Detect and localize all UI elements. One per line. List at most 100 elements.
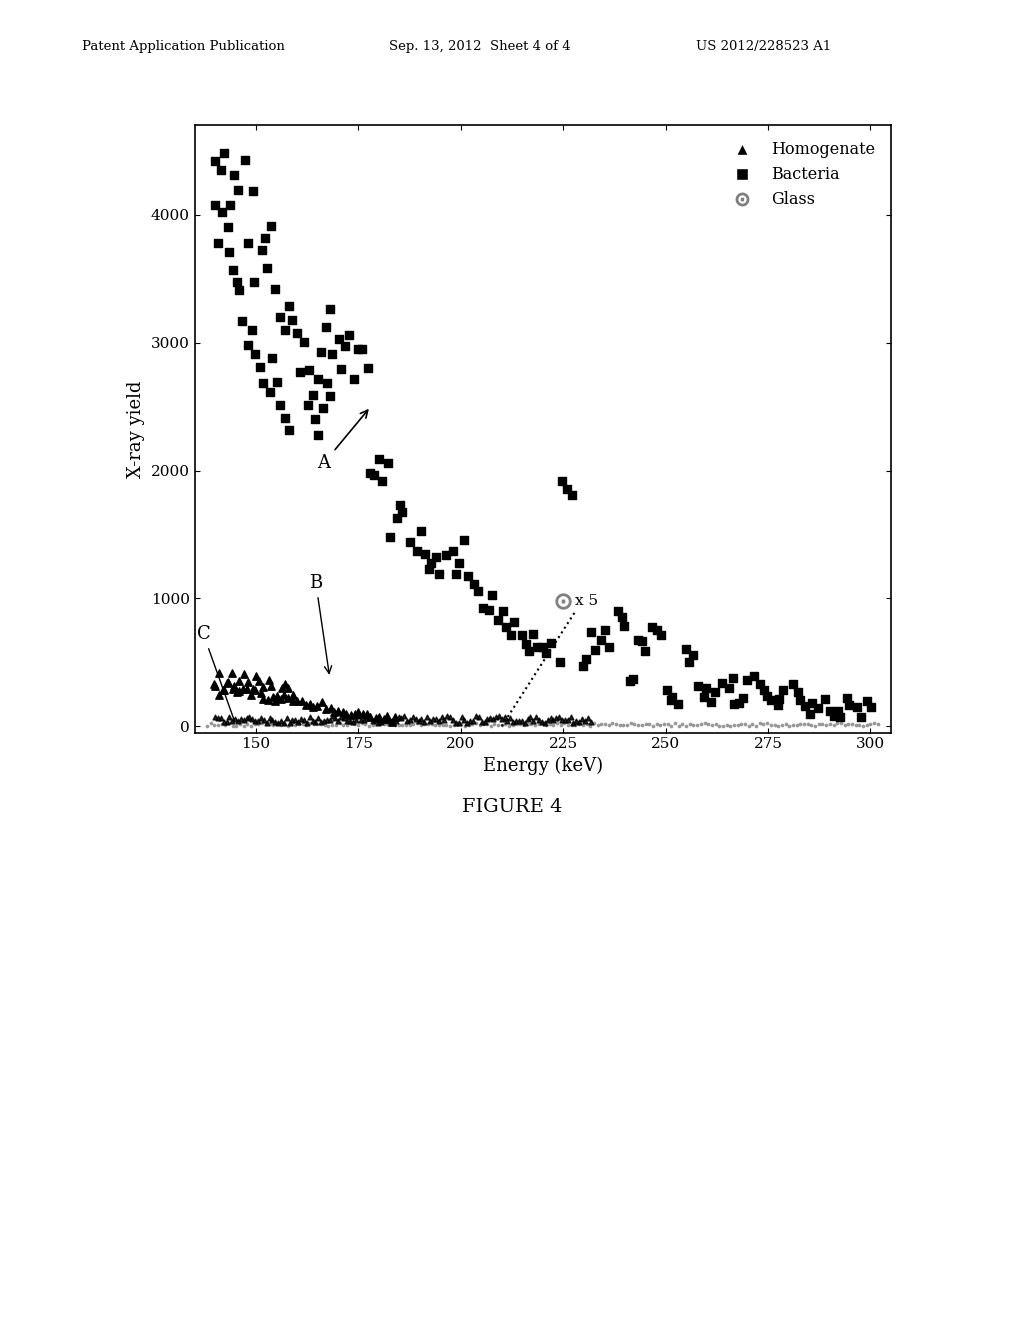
Point bbox=[247, 714, 263, 735]
Point bbox=[494, 714, 510, 735]
Point bbox=[573, 709, 590, 730]
Point bbox=[468, 706, 484, 727]
Point bbox=[678, 639, 694, 660]
Point bbox=[387, 710, 403, 731]
Point bbox=[389, 508, 406, 529]
Point bbox=[703, 714, 720, 735]
Point bbox=[540, 709, 556, 730]
Point bbox=[342, 710, 358, 731]
Point bbox=[792, 689, 808, 710]
Point bbox=[302, 713, 318, 734]
Point bbox=[424, 714, 440, 735]
Point bbox=[471, 714, 487, 735]
Point bbox=[234, 678, 251, 700]
Point bbox=[236, 715, 252, 737]
Point bbox=[257, 227, 273, 248]
Point bbox=[502, 708, 518, 729]
Point bbox=[571, 714, 588, 735]
Point bbox=[855, 715, 871, 737]
Point bbox=[738, 669, 755, 690]
Point bbox=[341, 325, 357, 346]
Point bbox=[374, 470, 390, 491]
Point bbox=[356, 709, 373, 730]
Point bbox=[236, 664, 252, 685]
Point bbox=[474, 597, 490, 618]
Point bbox=[267, 711, 284, 733]
Point bbox=[681, 652, 697, 673]
Point bbox=[444, 540, 461, 561]
Point bbox=[263, 347, 280, 368]
Point bbox=[371, 706, 387, 727]
Point bbox=[634, 630, 650, 651]
Point bbox=[740, 715, 757, 737]
Point bbox=[310, 368, 327, 389]
Point bbox=[556, 713, 572, 734]
Point bbox=[207, 195, 223, 216]
Point bbox=[219, 672, 236, 693]
Point bbox=[261, 714, 278, 735]
Point bbox=[428, 546, 444, 568]
Point bbox=[593, 714, 609, 735]
Point bbox=[357, 713, 374, 734]
Point bbox=[365, 710, 381, 731]
Point bbox=[276, 319, 293, 341]
Point bbox=[379, 713, 395, 734]
Point bbox=[301, 359, 317, 380]
Point bbox=[497, 706, 513, 727]
Point bbox=[230, 280, 247, 301]
Point bbox=[447, 713, 464, 734]
Point bbox=[702, 692, 719, 713]
Point bbox=[763, 715, 779, 737]
Point bbox=[226, 675, 243, 696]
Point bbox=[250, 713, 266, 734]
Point bbox=[350, 714, 367, 735]
Point bbox=[798, 696, 814, 717]
Point bbox=[350, 338, 367, 359]
Point bbox=[641, 714, 657, 735]
Point bbox=[670, 693, 686, 714]
Point bbox=[345, 368, 361, 389]
Point bbox=[523, 713, 540, 734]
Point bbox=[333, 359, 349, 380]
Point bbox=[630, 714, 646, 735]
Point bbox=[659, 713, 676, 734]
Point bbox=[260, 669, 276, 690]
Point bbox=[302, 694, 318, 715]
Point bbox=[239, 708, 255, 729]
Point bbox=[833, 713, 849, 734]
Point bbox=[343, 705, 359, 726]
Point bbox=[482, 715, 499, 737]
Point bbox=[525, 624, 542, 645]
Point bbox=[279, 708, 295, 729]
Point bbox=[431, 564, 447, 585]
Point bbox=[609, 601, 626, 622]
Point bbox=[376, 709, 392, 730]
Point bbox=[304, 696, 321, 717]
Point bbox=[394, 502, 411, 523]
Point bbox=[829, 700, 846, 721]
Point bbox=[324, 714, 340, 735]
Point bbox=[268, 686, 285, 708]
Point bbox=[545, 714, 561, 735]
Point bbox=[290, 711, 306, 733]
Point bbox=[853, 706, 869, 727]
Point bbox=[289, 322, 305, 343]
Point bbox=[425, 709, 441, 730]
Point bbox=[314, 692, 331, 713]
Point bbox=[210, 708, 226, 729]
Point bbox=[490, 706, 507, 727]
Point bbox=[565, 713, 582, 734]
Point bbox=[447, 564, 464, 585]
Point bbox=[430, 710, 446, 731]
Point bbox=[545, 709, 561, 730]
Point bbox=[346, 713, 362, 734]
Point bbox=[763, 690, 779, 711]
Point bbox=[744, 713, 761, 734]
Point bbox=[466, 573, 482, 594]
Point bbox=[543, 708, 559, 729]
Point bbox=[571, 711, 588, 733]
Point bbox=[519, 708, 536, 729]
Point bbox=[636, 640, 652, 661]
Point bbox=[519, 713, 536, 734]
Point bbox=[232, 709, 249, 730]
